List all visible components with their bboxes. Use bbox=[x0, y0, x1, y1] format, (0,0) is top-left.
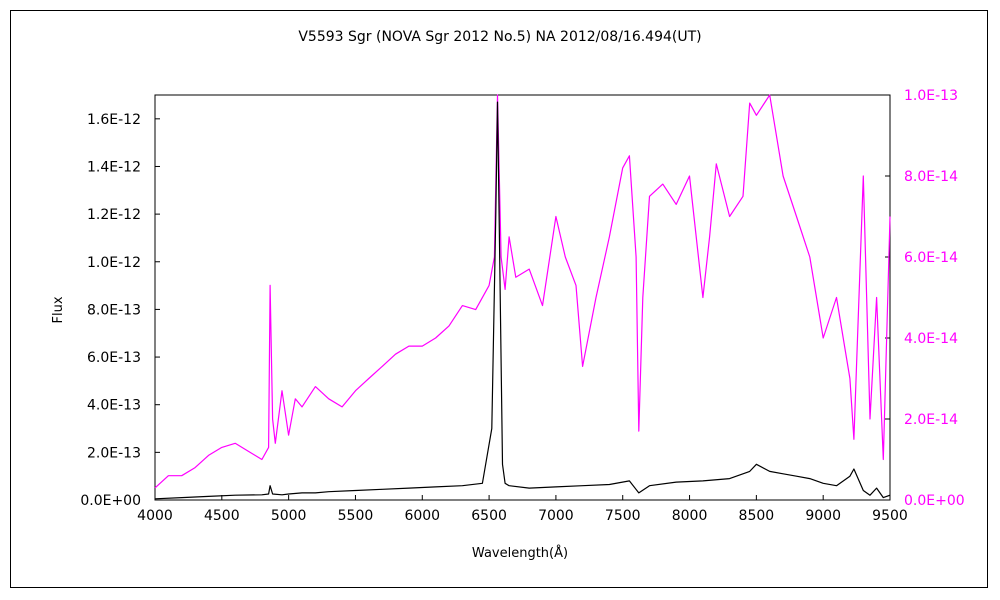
y-right-tick-label: 0.0E+00 bbox=[904, 493, 965, 509]
x-tick-label: 9500 bbox=[872, 508, 908, 524]
y-right-tick-label: 8.0E-14 bbox=[904, 169, 958, 185]
x-tick-label: 5000 bbox=[271, 508, 307, 524]
y-left-tick-label: 1.2E-12 bbox=[87, 207, 141, 223]
x-tick-label: 5500 bbox=[338, 508, 374, 524]
y-left-tick-label: 6.0E-13 bbox=[87, 350, 141, 366]
x-tick-label: 6500 bbox=[471, 508, 507, 524]
y-axis-label: Flux bbox=[51, 296, 66, 323]
x-tick-label: 7500 bbox=[605, 508, 641, 524]
y-left-tick-label: 1.6E-12 bbox=[87, 112, 141, 128]
x-tick-label: 8000 bbox=[672, 508, 708, 524]
y-left-tick-label: 4.0E-13 bbox=[87, 398, 141, 414]
chart-title: V5593 Sgr (NOVA Sgr 2012 No.5) NA 2012/0… bbox=[298, 29, 701, 45]
y-axis-left: 0.0E+00 2.0E-13 4.0E-13 6.0E-13 8.0E-13 1.0E-… bbox=[80, 112, 160, 509]
x-tick-label: 8500 bbox=[739, 508, 775, 524]
y-left-tick-label: 8.0E-13 bbox=[87, 302, 141, 318]
y-left-tick-label: 2.0E-13 bbox=[87, 445, 141, 461]
y-right-tick-label: 6.0E-14 bbox=[904, 250, 958, 266]
series-layer bbox=[154, 94, 891, 500]
y-left-tick-label: 1.4E-12 bbox=[87, 159, 141, 175]
series-left-line bbox=[154, 101, 891, 500]
y-right-tick-label: 4.0E-14 bbox=[904, 331, 958, 347]
plot-area bbox=[154, 94, 891, 501]
series-right-line bbox=[154, 94, 891, 489]
y-left-tick-label: 1.0E-12 bbox=[87, 255, 141, 271]
x-axis-label: Wavelength(Å) bbox=[472, 545, 568, 561]
y-axis-right: 0.0E+00 2.0E-14 4.0E-14 6.0E-14 8.0E-14 1.0E-… bbox=[885, 88, 965, 509]
chart-frame bbox=[10, 10, 988, 588]
x-tick-label: 9000 bbox=[805, 508, 841, 524]
x-tick-label: 4000 bbox=[137, 508, 173, 524]
x-tick-label: 4500 bbox=[204, 508, 240, 524]
y-left-tick-label: 0.0E+00 bbox=[80, 493, 141, 509]
x-axis: 4000 4500 5000 5500 6000 6500 7000 7500 8000 8500… bbox=[137, 495, 908, 524]
y-right-tick-label: 2.0E-14 bbox=[904, 412, 958, 428]
y-right-tick-label: 1.0E-13 bbox=[904, 88, 958, 104]
x-tick-label: 7000 bbox=[538, 508, 574, 524]
x-tick-label: 6000 bbox=[404, 508, 440, 524]
